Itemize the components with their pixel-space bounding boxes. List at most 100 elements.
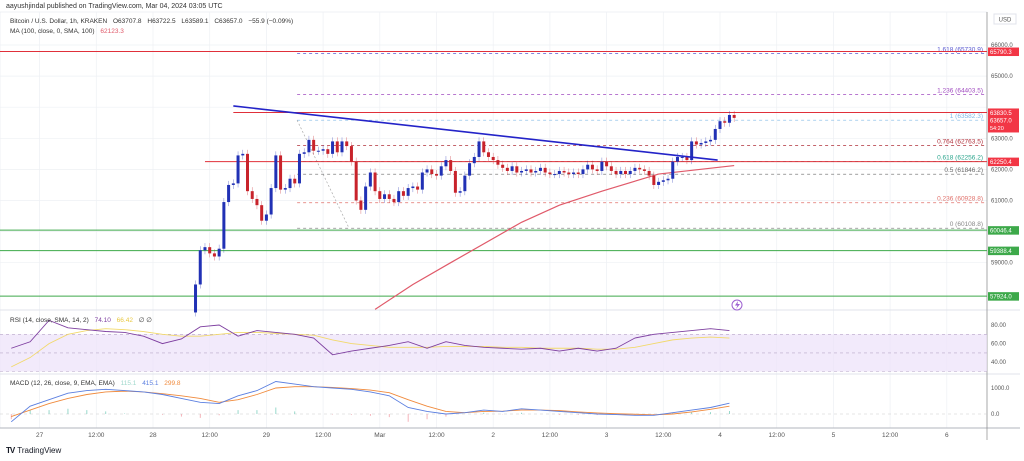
candle-bear: [543, 167, 547, 173]
rsi-legend: RSI (14, close, SMA, 14, 2) 74.10 66.42 …: [10, 316, 156, 324]
candle-bear: [501, 164, 505, 168]
candle-bull: [222, 202, 226, 249]
candle-bear: [416, 186, 420, 190]
rsi-extra: ∅ ∅: [138, 317, 152, 324]
candle-bear: [246, 153, 249, 192]
candle-bull: [194, 284, 198, 313]
candle-bull: [307, 139, 311, 153]
candle-bull: [581, 169, 585, 175]
candle-bear: [392, 198, 396, 203]
candle-bear: [387, 194, 391, 199]
candle-bull: [425, 169, 429, 173]
time-axis-label: 12:00: [202, 432, 219, 439]
price-badge-label: 63830.5: [990, 111, 1012, 117]
candle-bear: [482, 141, 486, 153]
candle-bear: [326, 149, 330, 154]
fib-label: 1.618 (65730.9): [937, 46, 983, 53]
candle-bull: [383, 194, 387, 199]
candle-bull: [397, 191, 401, 203]
fib-label: 1.236 (64403.5): [937, 88, 983, 95]
rsi-label: RSI (14, close, SMA, 14, 2): [10, 317, 89, 324]
candle-bull: [680, 156, 684, 158]
candle-bull: [704, 141, 708, 143]
candle-bull: [231, 183, 235, 185]
candle-bull: [406, 188, 410, 196]
candle-bull: [520, 170, 524, 173]
rsi-line: [11, 319, 730, 356]
candle-bear: [260, 205, 264, 221]
price-badge-label: 62250.4: [990, 160, 1012, 166]
time-axis-label: 12:00: [88, 432, 105, 439]
candle-bull: [198, 250, 202, 285]
candle-bear: [496, 160, 500, 165]
candle-bull: [468, 163, 472, 176]
published-caption: aayushjindal published on TradingView.co…: [6, 3, 223, 10]
candle-bull: [321, 149, 325, 151]
macd-tick-label: 1000.0: [991, 386, 1010, 392]
time-axis-label: 27: [36, 432, 44, 439]
candle-bear: [354, 161, 358, 201]
candle-bull: [538, 167, 542, 171]
candle-bull: [586, 164, 590, 170]
candle-bull: [709, 139, 713, 142]
candle-bull: [269, 188, 273, 215]
candle-bear: [435, 174, 438, 176]
signal-value: 299.8: [164, 380, 181, 387]
candle-bear: [449, 160, 453, 171]
candle-bull: [203, 247, 207, 251]
macd-line: [10, 381, 730, 423]
brand-name: TradingView: [17, 446, 62, 455]
candle-bull: [227, 184, 231, 203]
candle-bear: [590, 164, 594, 170]
time-axis-label: 12:00: [882, 432, 899, 439]
time-axis-label: 2: [491, 432, 495, 439]
candle-bull: [675, 156, 679, 162]
time-axis-label: 5: [832, 432, 836, 439]
ma-legend: MA (100, close, 0, SMA, 100) 62123.3: [10, 28, 128, 35]
candle-bull: [316, 150, 320, 152]
candle-bear: [642, 169, 646, 171]
candle-bull: [364, 186, 368, 210]
time-axis-label: 12:00: [542, 432, 559, 439]
change-value: −55.9 (−0.09%): [248, 18, 294, 25]
candle-bull: [661, 180, 665, 182]
rsi-tick-label: 80.00: [991, 323, 1007, 329]
fib-label: 0.236 (60928.8): [937, 196, 983, 203]
candle-bear: [609, 166, 613, 171]
candle-bear: [647, 170, 651, 176]
open-value: O63707.8: [113, 18, 142, 25]
candle-bull: [283, 188, 287, 190]
candle-bear: [212, 253, 216, 257]
high-value: H63722.5: [147, 18, 176, 25]
candle-bull: [439, 166, 443, 176]
tradingview-logo[interactable]: TV: [6, 446, 15, 455]
candle-bear: [208, 247, 212, 254]
candle-bear: [685, 156, 689, 161]
candle-bear: [505, 167, 509, 171]
fib-label: 0.5 (61846.2): [944, 167, 983, 174]
candle-bull: [628, 170, 632, 175]
candle-bear: [293, 178, 297, 184]
candle-bull: [236, 155, 240, 184]
candle-bear: [723, 121, 727, 123]
candle-bull: [524, 169, 528, 171]
candle-bull: [699, 142, 703, 145]
trendline: [233, 105, 718, 161]
price-tick-label: 66000.0: [991, 43, 1013, 49]
rsi-tick-label: 40.00: [991, 360, 1007, 366]
candle-bear: [694, 141, 698, 145]
candle-bull: [458, 191, 462, 193]
price-badge-label: 60046.4: [990, 229, 1012, 235]
candle-bull: [553, 174, 557, 176]
candle-bull: [713, 128, 717, 140]
currency-box: [993, 13, 1017, 25]
candle-bull: [557, 170, 561, 175]
candle-bull: [633, 167, 637, 171]
candle-bull: [331, 141, 335, 154]
currency-label: USD: [999, 18, 1012, 24]
candle-bear: [529, 169, 533, 173]
rsi-tick-label: 60.00: [991, 342, 1007, 348]
time-axis-label: 29: [263, 432, 271, 439]
candle-bear: [548, 172, 552, 175]
